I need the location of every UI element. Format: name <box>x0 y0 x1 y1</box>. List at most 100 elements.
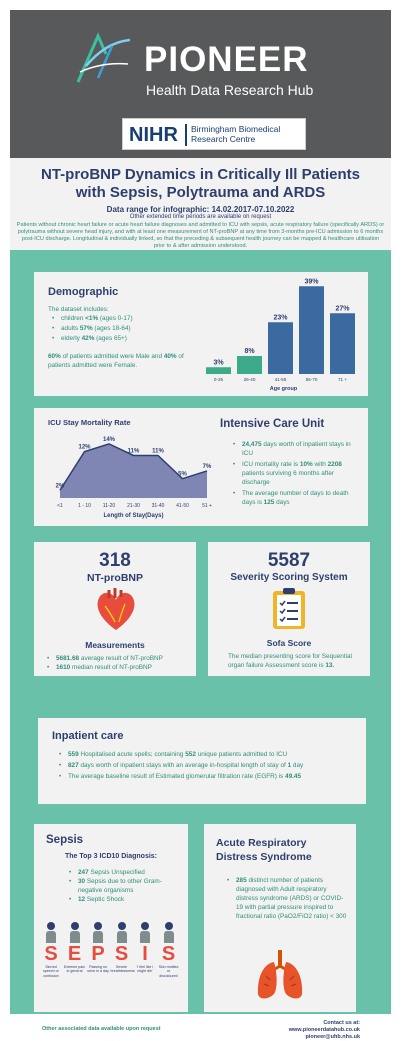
age-group-bar-chart: 3% 0-25 8% 26-40 23% 41-55 39% 56-70 27% 71 + Age … <box>206 278 355 392</box>
page-title-line1: NT-proBNP Dynamics in Critically Ill Pat… <box>41 166 360 183</box>
demographic-intro: The dataset includes: <box>48 306 109 313</box>
ntprobnp-count: 318 <box>99 550 131 571</box>
nihr-divider <box>185 124 187 146</box>
severity-card: 5587 Severity Scoring System Sofa Score … <box>208 542 370 676</box>
heart-icon <box>97 588 135 630</box>
person-body <box>163 931 174 943</box>
person-icon <box>47 922 55 930</box>
sepsis-letter-column: E Extreme pain in general <box>64 922 86 974</box>
mortality-point-label: 11% <box>152 448 164 454</box>
person-body <box>46 931 56 943</box>
sepsis-letter: E <box>67 943 82 965</box>
inpatient-item: 827 days worth of inpatient stays with a… <box>59 761 358 770</box>
sepsis-item: 30 Sepsis due to other Gram-negative org… <box>69 877 178 895</box>
age-category-label: 26-40 <box>244 377 256 382</box>
mortality-category-label: 51 + <box>202 503 212 509</box>
sepsis-letter-note: Severe breathlessness <box>110 965 135 974</box>
age-category-label: 0-25 <box>214 377 224 382</box>
sepsis-letter-column: S Severe breathlessness <box>110 922 135 974</box>
person-icon <box>117 922 126 930</box>
inpatient-card: Inpatient care 559 Hospitalised acute sp… <box>38 718 366 804</box>
inpatient-item: 559 Hospitalised acute spells; containin… <box>59 750 358 759</box>
person-body <box>69 931 80 943</box>
measurements-title: Measurements <box>85 640 145 650</box>
ards-title-line2: Distress Syndrome <box>216 851 312 863</box>
person-body <box>116 931 127 943</box>
website-link[interactable]: www.pioneerdatahub.co.uk <box>288 1027 360 1033</box>
ards-title-line1: Acute Respiratory <box>216 837 307 849</box>
ntprobnp-item: 1610 median result of NT-proBNP <box>47 663 152 672</box>
icu-item: The average number of days to death days… <box>233 489 360 507</box>
icu-item: ICU mortality rate is 10% with 2208 pati… <box>233 460 360 487</box>
age-bar <box>206 367 231 374</box>
sepsis-title: Sepsis <box>46 834 84 846</box>
age-bar-label: 27% <box>335 305 350 312</box>
sepsis-letter: I <box>142 943 148 965</box>
mortality-point-label: 5% <box>178 472 187 478</box>
severity-label: Severity Scoring System <box>230 572 348 583</box>
person-icon <box>141 922 149 930</box>
person-icon <box>94 922 102 930</box>
icu-card: ICU Stay Mortality Rate 2% <1 12% 1 - 10 14%… <box>34 408 368 526</box>
mortality-point-label: 7% <box>203 464 212 470</box>
demographic-item: elderly 42% (ages 65+) <box>52 334 127 343</box>
age-bar <box>237 356 262 374</box>
contact-label: Contact us at: <box>323 1020 360 1026</box>
age-bar-label: 8% <box>244 348 255 355</box>
gender-text: 60% of patients admitted were Male and 4… <box>48 353 184 369</box>
mortality-category-label: 21-30 <box>127 503 140 509</box>
mortality-point-label: 12% <box>78 445 91 451</box>
sofa-title: Sofa Score <box>266 638 312 648</box>
sepsis-letter: S <box>114 943 129 965</box>
sepsis-letter-column: S Slurred speech or confusion <box>40 922 62 978</box>
mortality-category-label: 1 - 10 <box>78 503 91 509</box>
sepsis-symptoms: S Slurred speech or confusion E Extreme pai… <box>40 922 182 1006</box>
partner-logo: NIHR Birmingham Biomedical Research Cent… <box>122 118 306 150</box>
sepsis-letter-note: Passing no urine in a day <box>87 965 109 974</box>
person-body <box>93 931 103 943</box>
sepsis-letter-note: Extreme pain in general <box>63 965 86 974</box>
ards-item: 285 distinct number of patients diagnose… <box>227 876 348 921</box>
page-title-line2: with Sepsis, Polytrauma and ARDS <box>75 184 326 201</box>
icu-title: Intensive Care Unit <box>220 418 325 430</box>
age-axis-label: Age group <box>270 386 298 392</box>
page-title: NT-proBNP Dynamics in Critically Ill Pat… <box>20 166 381 202</box>
sepsis-card: Sepsis The Top 3 ICD10 Diagnosis: 247 Se… <box>34 824 188 1012</box>
age-category-label: 41-55 <box>275 377 287 382</box>
content-area: Demographic The dataset includes: childr… <box>10 250 391 1040</box>
sepsis-letter: S <box>44 943 58 965</box>
mortality-point-label: 14% <box>103 437 116 443</box>
age-bar <box>330 313 355 374</box>
age-category-label: 56-70 <box>306 377 318 382</box>
ntprobnp-item: 5681.68 average result of NT-proBNP <box>47 654 163 663</box>
ntprobnp-label: NT-proBNP <box>87 572 143 584</box>
partner-name: Birmingham Biomedical Research Centre <box>191 124 280 144</box>
hub-title: PIONEER <box>144 40 309 79</box>
intro-section: NT-proBNP Dynamics in Critically Ill Pat… <box>10 158 391 250</box>
intro-description: Patients without chronic heart failure o… <box>16 222 385 249</box>
mortality-category-label: 31-40 <box>152 503 165 509</box>
lungs-icon <box>257 950 303 999</box>
mortality-point-label: 11% <box>128 448 140 454</box>
mortality-chart-title: ICU Stay Mortality Rate <box>48 418 131 427</box>
sepsis-letter-note: Skin mottled or discoloured <box>158 965 179 978</box>
sepsis-letter-note: 'I feel like I might die' <box>136 965 154 974</box>
sepsis-letter-note: Slurred speech or confusion <box>43 965 59 978</box>
partner-name-line1: Birmingham Biomedical <box>191 124 281 134</box>
clipboard-icon <box>273 588 305 629</box>
age-bar-label: 23% <box>273 314 288 321</box>
age-bar <box>268 322 293 374</box>
mortality-category-label: <1 <box>57 503 63 509</box>
sepsis-letter: S <box>161 943 176 965</box>
ards-title: Acute Respiratory Distress Syndrome <box>216 836 312 864</box>
nihr-logo: NIHR <box>129 124 178 146</box>
person-icon <box>70 922 79 930</box>
partner-name-line2: Research Centre <box>191 134 256 144</box>
email-link[interactable]: pioneer@uhb.nhs.uk <box>305 1034 360 1040</box>
inpatient-title: Inpatient care <box>52 730 124 742</box>
hub-subtitle: Health Data Research Hub <box>146 82 314 98</box>
contact-block: Contact us at: www.pioneerdatahub.co.uk … <box>236 1020 360 1041</box>
severity-count: 5587 <box>267 550 311 571</box>
mortality-category-label: 41-50 <box>176 503 189 509</box>
person-body <box>140 931 150 943</box>
